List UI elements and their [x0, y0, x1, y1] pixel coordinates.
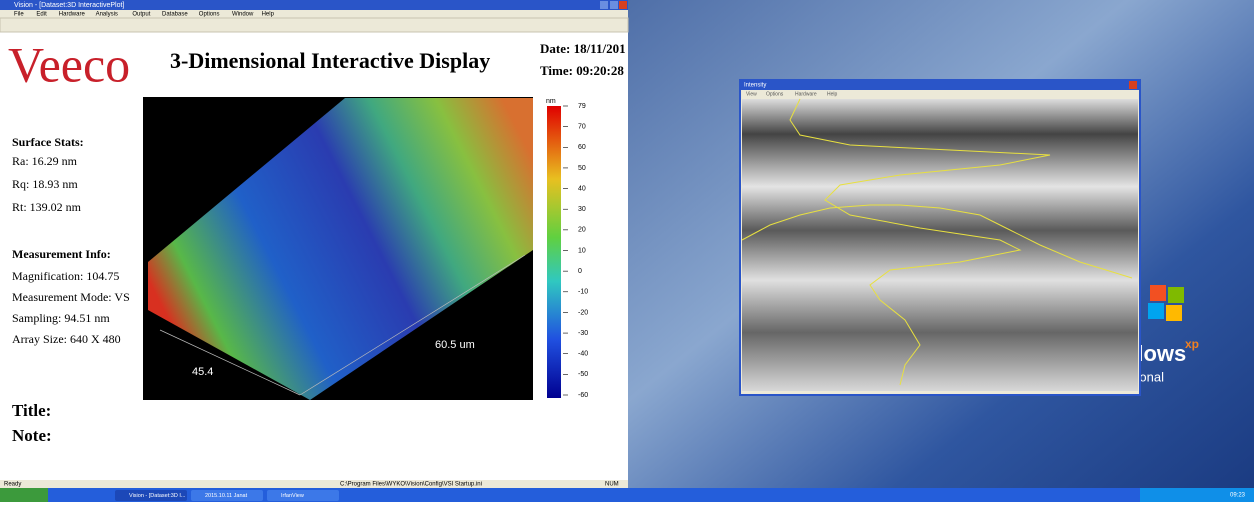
status-bar	[0, 480, 628, 488]
stats-heading: Surface Stats:	[12, 135, 84, 149]
start-button[interactable]	[0, 488, 48, 502]
info-line: Array Size: 640 X 480	[12, 332, 121, 346]
menu-item[interactable]: Database	[162, 12, 188, 18]
desktop-logo-sup: xp	[1185, 337, 1199, 351]
time: Time: 09:20:28	[540, 63, 624, 78]
colorbar-tick-label: -20	[578, 309, 588, 316]
colorbar-tick-label: 79	[578, 103, 586, 110]
menu-item[interactable]: View	[746, 91, 757, 97]
title-label: Title:	[12, 401, 51, 420]
status-num: NUM	[605, 482, 619, 488]
note-label: Note:	[12, 426, 52, 445]
menu-bar	[0, 10, 628, 18]
menu-item[interactable]: File	[14, 12, 24, 18]
taskbar-button-label: Vision - [Dataset:3D I...	[129, 493, 186, 499]
menu-item[interactable]: Analysis	[96, 12, 118, 18]
colorbar-tick-label: -50	[578, 371, 588, 378]
minimize[interactable]	[600, 1, 608, 9]
menu-item[interactable]: Options	[766, 91, 784, 97]
taskbar-button-label: IrfanView	[281, 493, 304, 499]
x-axis-label: 45.4	[192, 366, 213, 378]
colorbar-unit: nm	[546, 98, 556, 105]
intensity-title: Intensity	[744, 83, 766, 89]
colorbar-tick-label: 50	[578, 165, 586, 172]
info-line: Measurement Mode: VS	[12, 290, 130, 304]
screen: Vision - [Dataset:3D InteractivePlot] Ve…	[0, 0, 1254, 502]
menu-item[interactable]: Help	[262, 12, 275, 18]
status-text: Ready	[4, 482, 21, 488]
intensity-image	[742, 99, 1138, 391]
colorbar-tick-label: 20	[578, 227, 586, 234]
window-title: Vision - [Dataset:3D InteractivePlot]	[14, 2, 124, 9]
menu-item[interactable]: Help	[827, 91, 838, 97]
date: Date: 18/11/201	[540, 41, 626, 56]
colorbar-tick-label: 40	[578, 185, 586, 192]
info-line: Magnification: 104.75	[12, 269, 119, 283]
logo: Veeco	[8, 36, 130, 92]
intensity-close[interactable]	[1129, 81, 1137, 89]
intensity-title-bar	[740, 80, 1140, 90]
maximize[interactable]	[610, 1, 618, 9]
taskbar	[0, 488, 1254, 502]
stat-line: Rq: 18.93 nm	[12, 177, 78, 191]
status-path: C:\Program Files\WYKO\Vision\Config\VSI …	[340, 482, 482, 488]
stat-line: Rt: 139.02 nm	[12, 200, 82, 214]
info-heading: Measurement Info:	[12, 247, 111, 261]
stat-line: Ra: 16.29 nm	[12, 154, 78, 168]
colorbar-tick-label: 70	[578, 123, 586, 130]
colorbar-tick-label: -30	[578, 330, 588, 337]
y-axis-label: 60.5 um	[435, 339, 475, 351]
menu-item[interactable]: Options	[199, 12, 220, 18]
colorbar	[547, 106, 561, 398]
colorbar-tick-label: 10	[578, 247, 586, 254]
colorbar-tick-label: -60	[578, 392, 588, 399]
menu-item[interactable]: Hardware	[795, 91, 817, 97]
menu-item[interactable]: Hardware	[59, 12, 86, 18]
toolbar	[0, 18, 628, 32]
colorbar-tick-label: 30	[578, 206, 586, 213]
colorbar-tick-label: 60	[578, 144, 586, 151]
menu-item[interactable]: Edit	[36, 12, 47, 18]
menu-item[interactable]: Output	[132, 12, 150, 18]
menu-item[interactable]: Window	[232, 12, 254, 18]
info-line: Sampling: 94.51 nm	[12, 311, 110, 325]
report-title: 3-Dimensional Interactive Display	[170, 48, 490, 73]
close[interactable]	[619, 1, 627, 9]
colorbar-tick-label: -10	[578, 289, 588, 296]
taskbar-button-label: 2015.10.11 Janat	[205, 493, 248, 499]
colorbar-tick-label: 0	[578, 268, 582, 275]
colorbar-tick-label: -40	[578, 351, 588, 358]
clock: 09:23	[1230, 493, 1246, 499]
